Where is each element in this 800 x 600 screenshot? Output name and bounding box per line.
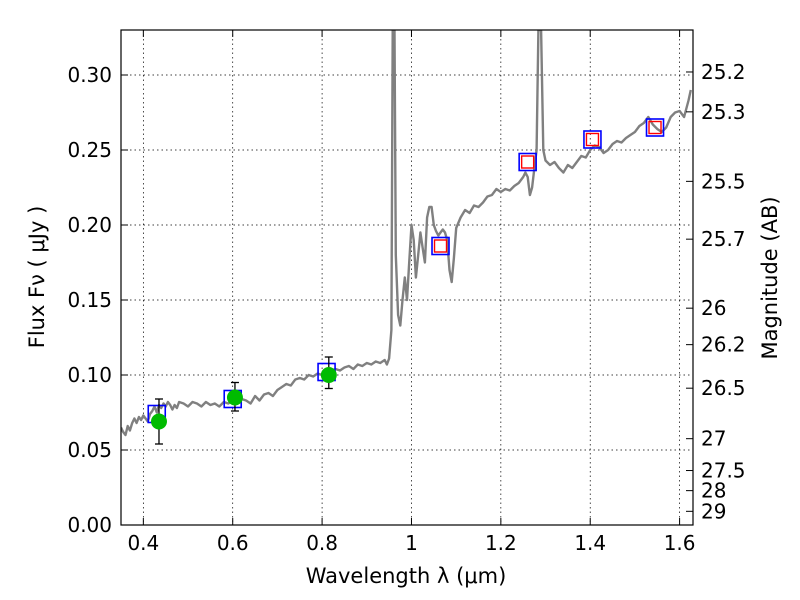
- model-flux-square-red: [585, 132, 600, 147]
- model-flux-square-blue: [518, 152, 537, 172]
- x-tick-label: 0.8: [306, 531, 338, 555]
- model-flux-square-blue: [645, 118, 665, 137]
- magnitude-tick-label: 28: [701, 479, 726, 503]
- y-tick-label: 0.05: [67, 438, 112, 462]
- magnitude-tick-label: 29: [701, 499, 726, 523]
- magnitude-tick-label: 26: [701, 296, 726, 320]
- y-tick-label: 0.20: [67, 213, 112, 237]
- x-tick-label: 0.4: [127, 531, 159, 555]
- observed-flux-point: [320, 367, 337, 383]
- x-tick-label: 1: [405, 531, 418, 555]
- y-tick-label: 0.15: [67, 288, 112, 312]
- model-flux-square-red: [648, 120, 662, 135]
- observed-flux-point: [150, 413, 167, 430]
- y2-axis-label: Magnitude (AB): [758, 196, 782, 359]
- x-tick-label: 0.6: [217, 531, 249, 555]
- y-tick-label: 0.00: [67, 513, 112, 537]
- x-tick-label: 1.6: [664, 531, 696, 555]
- model-flux-square-red: [520, 155, 535, 169]
- plot-content: [121, 30, 692, 445]
- magnitude-tick-label: 27.5: [701, 459, 746, 483]
- spectrum-line: [121, 30, 692, 437]
- y-tick-label: 0.30: [67, 63, 112, 87]
- grid: [121, 30, 693, 526]
- magnitude-tick-label: 25.2: [701, 60, 746, 84]
- x-axis-label: Wavelength λ (μm): [306, 564, 507, 588]
- y-axis-label: Flux Fν ( μJy ): [25, 206, 49, 349]
- magnitude-tick-label: 25.5: [701, 169, 746, 193]
- x-tick-label: 1.2: [485, 531, 517, 555]
- x-tick-label: 1.4: [574, 531, 606, 555]
- y-tick-label: 0.10: [67, 363, 112, 387]
- y-tick-label: 0.25: [67, 138, 112, 162]
- magnitude-tick-label: 26.2: [701, 333, 746, 357]
- model-flux-square-blue: [431, 236, 450, 256]
- axes: 0.4 0.6 0.8 1 1.2 1.4 1.6 0.00 0.05 0.10 0.15 0.20 0…: [67, 30, 746, 555]
- magnitude-tick-label: 25.7: [701, 227, 746, 251]
- plot-frame: [120, 29, 694, 526]
- model-flux-square-blue: [583, 130, 602, 149]
- magnitude-tick-label: 25.3: [701, 100, 746, 124]
- model-flux-square-red: [433, 239, 448, 253]
- magnitude-tick-label: 26.5: [701, 376, 746, 400]
- observed-flux-point: [226, 389, 243, 406]
- plot-area: [121, 30, 693, 525]
- magnitude-tick-label: 27: [701, 427, 726, 451]
